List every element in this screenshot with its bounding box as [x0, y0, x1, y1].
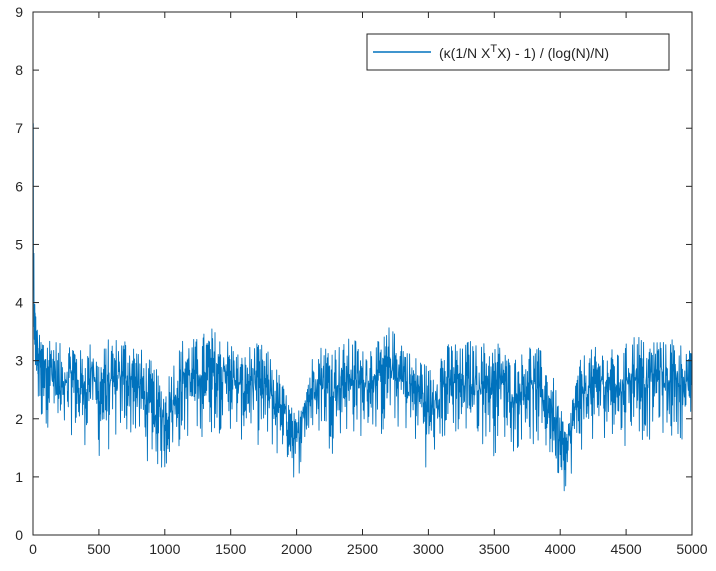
y-tick-label: 5 [15, 236, 23, 252]
legend: (κ(1/N XTX) - 1) / (log(N)/N) [367, 34, 669, 70]
x-tick-label: 1000 [149, 541, 180, 557]
y-tick-label: 1 [15, 469, 23, 485]
x-tick-label: 4500 [611, 541, 642, 557]
x-tick-label: 5000 [676, 541, 707, 557]
x-tick-label: 500 [87, 541, 111, 557]
legend-label-suffix: X) - 1) / (log(N)/N) [497, 45, 609, 61]
y-tick-label: 8 [15, 62, 23, 78]
x-tick-label: 1500 [215, 541, 246, 557]
y-tick-label: 4 [15, 295, 23, 311]
legend-label-prefix: (κ(1/N X [439, 45, 491, 61]
x-tick-label: 4000 [545, 541, 576, 557]
legend-entry: (κ(1/N XTX) - 1) / (log(N)/N) [439, 43, 609, 61]
x-tick-label: 3000 [413, 541, 444, 557]
y-tick-label: 3 [15, 353, 23, 369]
x-tick-label: 2500 [347, 541, 378, 557]
y-tick-label: 9 [15, 4, 23, 20]
y-tick-label: 6 [15, 178, 23, 194]
x-tick-label: 3500 [479, 541, 510, 557]
plot-area [33, 12, 692, 535]
y-tick-label: 7 [15, 120, 23, 136]
x-tick-label: 0 [29, 541, 37, 557]
y-tick-label: 0 [15, 527, 23, 543]
y-tick-label: 2 [15, 411, 23, 427]
x-tick-label: 2000 [281, 541, 312, 557]
